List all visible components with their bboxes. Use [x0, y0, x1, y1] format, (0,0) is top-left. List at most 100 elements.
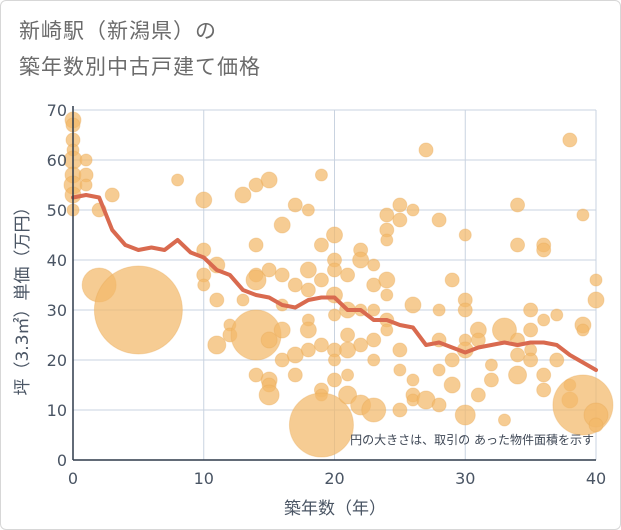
bubble-point	[366, 332, 382, 348]
bubble-point	[562, 132, 578, 148]
bubble-point	[207, 335, 227, 355]
bubble-point	[209, 292, 225, 308]
bubble-point	[93, 265, 183, 355]
bubble-point	[352, 251, 370, 269]
bubble-point	[380, 288, 394, 302]
bubble-point	[104, 187, 120, 203]
bubble-point	[340, 267, 356, 283]
bubble-point	[300, 342, 316, 358]
chart-title: 新崎駅（新潟県）の 築年数別中古戸建て価格	[19, 13, 261, 85]
bubble-point	[454, 404, 476, 426]
bubble-size-note: 円の大きさは、取引の あった物件面積を示す	[350, 432, 594, 447]
bubble-point	[273, 216, 291, 234]
bubble-point	[287, 197, 303, 213]
bubble-point	[313, 337, 329, 353]
bubble-point	[380, 323, 394, 337]
bubble-point	[353, 337, 369, 353]
bubble-point	[328, 308, 341, 322]
bubble-point	[380, 233, 394, 247]
bubble-point	[367, 303, 381, 317]
bubble-point	[444, 272, 460, 288]
average-line-series	[71, 193, 598, 372]
y-tick-label: 30	[47, 301, 67, 320]
axes: 0 10 20 30 40 50 60 70 0 10 20 30 40	[47, 101, 607, 488]
bubble-point	[497, 413, 511, 427]
bubble-point	[432, 303, 446, 317]
bubble-point	[327, 262, 342, 278]
bubble-point	[537, 313, 551, 327]
bubble-point	[314, 168, 328, 182]
bubble-point	[367, 258, 381, 272]
bubble-point	[523, 302, 539, 318]
x-axis-label: 築年数（年）	[284, 499, 386, 519]
bubble-point	[327, 372, 342, 388]
bubble-point	[260, 331, 278, 349]
bubble-point	[197, 278, 211, 292]
bubble-point	[288, 392, 354, 458]
bubble-point	[510, 237, 526, 253]
bubble-point	[361, 397, 387, 423]
bubble-point	[258, 384, 280, 406]
bubble-point	[286, 346, 304, 364]
bubble-point	[260, 171, 278, 189]
bubble-point	[404, 296, 422, 314]
y-axis-label: 坪（3.3㎡）単価（万円）	[13, 198, 33, 395]
bubble-point	[444, 352, 460, 368]
bubble-point	[248, 237, 264, 253]
bubble-point	[79, 178, 93, 192]
bubble-point	[431, 397, 447, 413]
bubble-point	[588, 417, 604, 433]
bubble-point	[367, 353, 381, 367]
bubble-point	[406, 203, 420, 217]
bubble-point	[236, 293, 250, 307]
bubble-point	[234, 186, 252, 204]
bubble-point	[378, 271, 396, 289]
bubble-point	[328, 353, 341, 367]
y-tick-label: 20	[47, 351, 67, 370]
y-tick-label: 60	[47, 151, 67, 170]
bubble-point	[379, 207, 395, 223]
y-tick-label: 0	[57, 451, 67, 470]
bubble-point	[287, 277, 303, 293]
bubble-point	[300, 282, 316, 298]
bubble-point	[287, 367, 303, 383]
bubble-point	[406, 373, 420, 387]
bubble-point	[457, 302, 473, 318]
bubble-point	[470, 387, 486, 403]
bubble-point	[313, 272, 329, 288]
bubble-point	[299, 321, 317, 339]
bubble-point	[523, 352, 539, 368]
bubble-point	[536, 367, 552, 383]
bubble-point	[338, 385, 358, 405]
bubble-point	[392, 197, 408, 213]
average-price-line	[71, 193, 598, 372]
bubble-point	[589, 273, 603, 287]
bubble-point	[392, 342, 408, 358]
chart-title-line1: 新崎駅（新潟県）の	[19, 19, 217, 43]
bubble-point	[393, 363, 407, 377]
x-tick-label: 20	[324, 469, 344, 488]
bubble-point	[313, 237, 329, 253]
bubble-point	[483, 372, 499, 388]
bubble-point	[326, 226, 343, 244]
x-tick-label: 10	[194, 469, 214, 488]
bubble-point	[549, 352, 565, 368]
bubble-point	[339, 341, 357, 359]
bubble-point	[301, 203, 315, 217]
bubble-point	[418, 142, 434, 158]
bubble-series	[63, 111, 614, 458]
bubble-point	[79, 153, 93, 167]
bubble-point	[550, 308, 564, 322]
bubble-point	[536, 382, 552, 398]
bubble-point	[432, 363, 446, 377]
bubble-point	[508, 365, 528, 385]
bubble-point	[576, 323, 590, 337]
bubble-point	[587, 291, 605, 309]
y-tick-label: 50	[47, 201, 67, 220]
bubble-point	[392, 212, 408, 228]
bubble-point	[484, 358, 498, 372]
bubble-point	[458, 228, 472, 242]
bubble-point	[299, 261, 317, 279]
bubble-point	[510, 197, 526, 213]
